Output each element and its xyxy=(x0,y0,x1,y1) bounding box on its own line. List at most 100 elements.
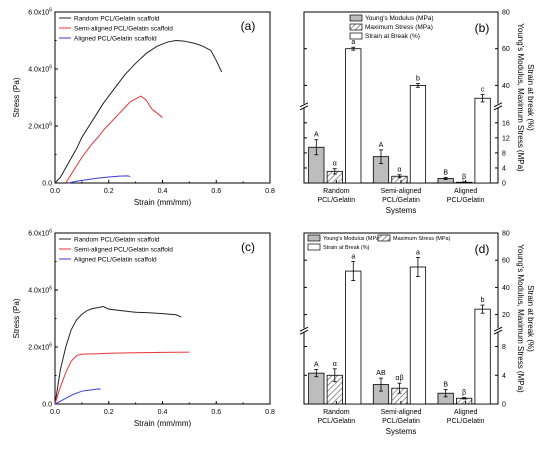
y-tick-label: 40 xyxy=(502,285,510,292)
bar xyxy=(474,308,491,405)
x-tick-label: Random xyxy=(323,188,350,195)
x-tick-label: 0.6 xyxy=(211,409,221,416)
legend-label: Strain at Break (%) xyxy=(323,245,370,251)
x-tick-label: 0.8 xyxy=(265,409,275,416)
axis-break-mark xyxy=(299,329,309,335)
legend-label: Young's Modulus (MPa) xyxy=(365,15,434,22)
x-tick-label: 0.6 xyxy=(211,188,221,195)
axis-break-mark xyxy=(299,102,309,108)
series-line xyxy=(54,388,101,405)
panel-letter: (b) xyxy=(475,21,490,35)
significance-label: B xyxy=(443,382,448,389)
y-axis-label: Stress (Pa) xyxy=(12,77,21,117)
y-tick-label: 20 xyxy=(502,312,510,319)
y-tick-label: 60 xyxy=(502,258,510,265)
significance-label: a xyxy=(351,39,355,46)
significance-label: A xyxy=(314,132,319,139)
panel-b: 0 4 8 12 16 40 60 80 Aα a Random PCL/Gelatin Aα b Semi… xyxy=(299,10,535,215)
y-tick-label: 0 xyxy=(502,402,506,409)
y-tick-label: 80 xyxy=(502,231,510,238)
significance-label: AB xyxy=(376,370,386,377)
x-tick-label: Semi-aligned xyxy=(381,409,422,416)
y-tick-label: 60 xyxy=(502,46,510,53)
y-tick-label: 80 xyxy=(502,10,510,17)
x-tick-label: 0.2 xyxy=(104,188,114,195)
x-tick-label: PCL/Gelatin xyxy=(382,418,420,425)
axis-break-mark xyxy=(299,105,309,111)
significance-label: B xyxy=(443,169,448,176)
y-tick-label: 40 xyxy=(502,83,510,90)
legend-swatch xyxy=(349,23,363,31)
y-tick-label: 2.0x106 xyxy=(28,122,52,131)
y-tick-label: 2.0x106 xyxy=(28,343,52,352)
panel-letter: (d) xyxy=(475,242,490,256)
x-tick-label: PCL/Gelatin xyxy=(317,418,355,425)
y-axis-label: Stress (Pa) xyxy=(12,298,21,338)
x-tick-label: 0.0 xyxy=(50,188,60,195)
panel-c: 0.0 0.2 0.4 0.6 0.8 0.0 2.0x106 4.0x106 6.0x106 S… xyxy=(12,229,275,429)
legend-label: Maximum Stress (MPa) xyxy=(393,236,451,242)
x-tick-label: PCL/Gelatin xyxy=(447,197,485,204)
y-tick-label: 0.0 xyxy=(42,181,52,188)
legend-swatch xyxy=(349,14,363,22)
x-tick-label: 0.8 xyxy=(265,188,275,195)
bar xyxy=(409,85,427,184)
significance-label: αβ xyxy=(395,375,403,382)
legend-label: Aligned PCL/Gelatin scaffold xyxy=(74,36,157,43)
y-axis-label: Strain at break (%) xyxy=(526,64,535,131)
legend-label: Maximum Stress (MPa) xyxy=(365,24,433,31)
axis-break-mark xyxy=(493,102,503,108)
axis-break-mark xyxy=(493,329,503,335)
y-axis-label: Young's Modulus, Maximum Stress (MPa) xyxy=(516,244,525,393)
series-line xyxy=(65,95,163,184)
y-tick-label: 12 xyxy=(502,135,510,142)
y-tick-label: 16 xyxy=(502,120,510,127)
bar xyxy=(308,372,325,405)
axis-break-gap xyxy=(301,328,307,333)
y-tick-label: 4 xyxy=(502,165,506,172)
y-tick-label: 8 xyxy=(502,344,506,351)
significance-label: a xyxy=(351,254,355,261)
series-line xyxy=(68,175,131,184)
significance-label: α xyxy=(333,361,337,368)
panel-a: 0.0 0.2 0.4 0.6 0.8 0.0 2.0x106 4.0x106 6.0x106 S… xyxy=(12,8,275,208)
legend-swatch xyxy=(349,32,363,40)
significance-label: α xyxy=(397,167,401,174)
y-tick-label: 0 xyxy=(502,181,506,188)
axis-break-mark xyxy=(493,326,503,332)
significance-label: β xyxy=(462,174,466,181)
x-tick-label: PCL/Gelatin xyxy=(447,418,485,425)
panel-d: 0 4 8 20 40 60 80 A α a Random PCL/Gelatin AB αβ a Semi… xyxy=(299,231,535,436)
x-tick-label: 0.4 xyxy=(158,188,168,195)
x-tick-label: Semi-aligned xyxy=(381,188,422,195)
axis-break-gap xyxy=(495,328,501,333)
panel-letter: (c) xyxy=(241,240,255,254)
legend-label: Aligned PCL/Gelatin scaffold xyxy=(74,257,157,264)
x-axis-label: Systems xyxy=(386,206,417,215)
x-axis-label: Systems xyxy=(386,427,417,436)
significance-label: b xyxy=(481,297,485,304)
significance-label: a xyxy=(416,249,420,256)
legend-swatch xyxy=(307,243,321,251)
x-tick-label: Aligned xyxy=(454,409,477,416)
legend-label: Strain at Break (%) xyxy=(365,33,420,40)
significance-label: α xyxy=(333,161,337,168)
y-tick-label: 6.0x106 xyxy=(28,229,52,238)
legend-label: Semi-aligned PCL/Gelatin scaffold xyxy=(74,247,173,254)
significance-label: β xyxy=(462,390,466,397)
x-tick-label: Random xyxy=(323,409,350,416)
axis-break-mark xyxy=(493,105,503,111)
y-axis-label: Strain at break (%) xyxy=(526,285,535,352)
y-tick-label: 4.0x106 xyxy=(28,65,52,74)
x-tick-label: 0.4 xyxy=(158,409,168,416)
y-tick-label: 4.0x106 xyxy=(28,286,52,295)
x-tick-label: 0.0 xyxy=(50,409,60,416)
y-tick-label: 4 xyxy=(502,373,506,380)
y-tick-label: 0.0 xyxy=(42,402,52,409)
legend-swatch xyxy=(377,234,391,242)
x-axis-label: Strain (mm/mm) xyxy=(134,419,192,428)
x-tick-label: PCL/Gelatin xyxy=(317,197,355,204)
significance-label: b xyxy=(416,76,420,83)
